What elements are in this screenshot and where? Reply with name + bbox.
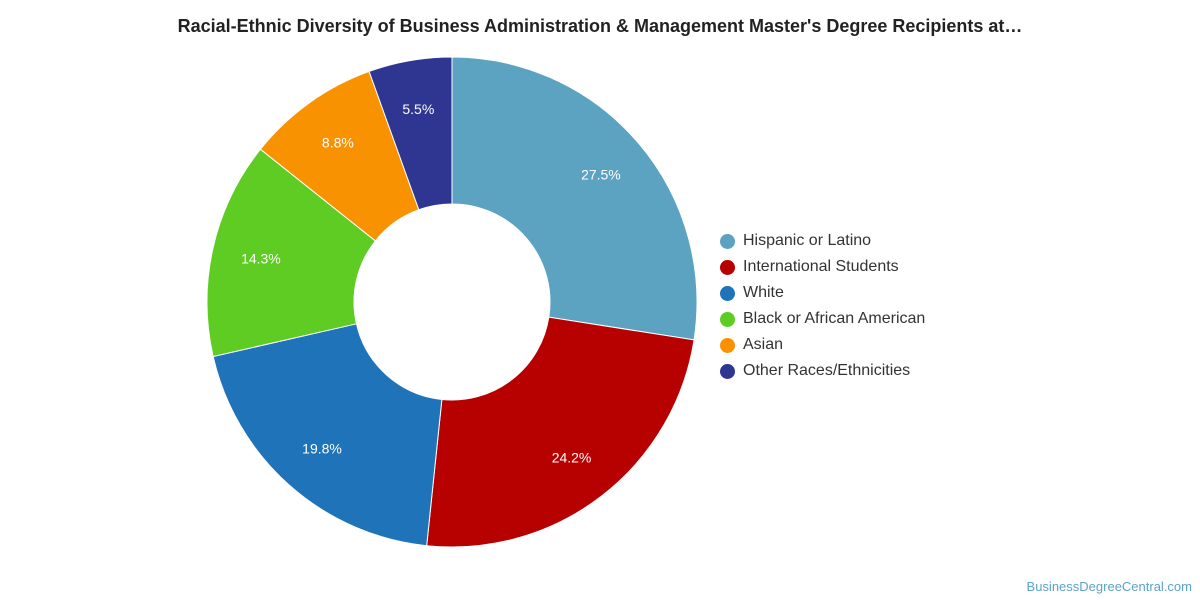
slice-data-label: 19.8%: [302, 441, 342, 457]
legend-item[interactable]: Black or African American: [720, 306, 925, 332]
slice-data-label: 8.8%: [322, 135, 354, 151]
slice-data-label: 14.3%: [241, 250, 281, 266]
legend-swatch-icon: [720, 259, 735, 275]
legend-swatch-icon: [720, 311, 735, 327]
slice-data-label: 24.2%: [552, 449, 592, 465]
legend-swatch-icon: [720, 337, 735, 353]
legend-item[interactable]: Hispanic or Latino: [720, 228, 925, 254]
legend-item[interactable]: White: [720, 280, 925, 306]
pie-slice[interactable]: [451, 56, 698, 341]
legend-label: Other Races/Ethnicities: [743, 362, 911, 379]
chart-title: Racial-Ethnic Diversity of Business Admi…: [177, 16, 1023, 36]
pie-slice[interactable]: [212, 323, 443, 547]
slice-data-label: 27.5%: [581, 167, 621, 183]
legend-label: Hispanic or Latino: [743, 232, 872, 249]
chart-legend: Hispanic or Latino International Students…: [720, 228, 925, 384]
legend-item[interactable]: International Students: [720, 254, 925, 280]
legend-swatch-icon: [720, 363, 735, 379]
legend-swatch-icon: [720, 285, 735, 301]
legend-label: Asian: [743, 336, 784, 353]
pie-slice[interactable]: [368, 56, 453, 211]
legend-label: Black or African American: [743, 310, 926, 327]
pie-slice[interactable]: [426, 316, 695, 548]
legend-swatch-icon: [720, 233, 735, 249]
pie-slice[interactable]: [206, 148, 377, 358]
legend-item[interactable]: Other Races/Ethnicities: [720, 358, 925, 384]
slice-data-label: 5.5%: [402, 101, 434, 117]
legend-label: International Students: [743, 258, 899, 275]
source-credit[interactable]: BusinessDegreeCentral.com: [1026, 579, 1192, 594]
legend-item[interactable]: Asian: [720, 332, 925, 358]
legend-label: White: [743, 284, 784, 301]
